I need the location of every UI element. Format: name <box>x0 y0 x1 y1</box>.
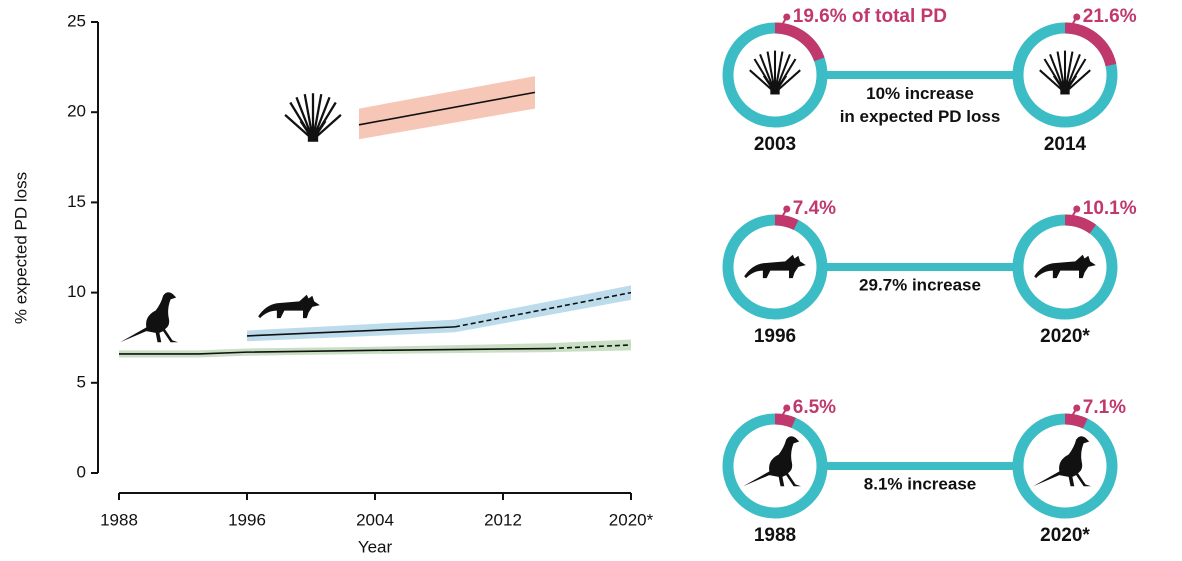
share-label: 21.6% <box>1083 6 1137 27</box>
y-tick-label: 0 <box>77 462 86 481</box>
year-label: 1988 <box>754 525 796 546</box>
share-label: 7.1% <box>1083 397 1126 418</box>
pin-dot <box>1073 205 1081 213</box>
share-label: 19.6% of total PD <box>793 6 947 27</box>
x-tick-label: 2004 <box>356 510 394 529</box>
icon-bird <box>120 292 179 343</box>
icon-palm <box>748 49 802 96</box>
y-tick-label: 20 <box>67 102 86 121</box>
share-arc <box>774 413 796 429</box>
line <box>119 347 552 355</box>
y-tick-label: 15 <box>67 192 86 211</box>
icon-bird <box>743 436 802 487</box>
change-label: in expected PD loss <box>840 107 1001 126</box>
y-tick-label: 10 <box>67 282 86 301</box>
pin-dot <box>783 205 791 213</box>
pin-dot <box>783 13 791 21</box>
year-label: 2020* <box>1040 525 1090 546</box>
share-arc <box>1064 214 1097 234</box>
share-arc <box>1064 22 1117 67</box>
y-tick-label: 5 <box>77 372 86 391</box>
share-label: 10.1% <box>1083 198 1137 219</box>
icon-fox <box>258 294 320 319</box>
pin-dot <box>1073 13 1081 21</box>
confidence-band <box>247 319 455 342</box>
icon-bird <box>1033 436 1092 487</box>
icon-fox <box>744 254 806 279</box>
x-tick-label: 1988 <box>100 510 138 529</box>
change-label: 8.1% increase <box>864 474 976 493</box>
x-tick-label: 1996 <box>228 510 266 529</box>
confidence-band <box>359 76 535 140</box>
line <box>550 344 632 350</box>
x-tick-label: 2012 <box>484 510 522 529</box>
share-label: 6.5% <box>793 397 836 418</box>
confidence-band <box>455 285 631 333</box>
share-arc <box>1064 413 1088 429</box>
y-tick-label: 25 <box>67 11 86 30</box>
icon-palm <box>1038 49 1092 96</box>
line <box>358 91 536 126</box>
share-arc <box>774 22 825 62</box>
year-label: 2014 <box>1044 134 1087 155</box>
line <box>246 326 456 337</box>
year-label: 1996 <box>754 326 796 347</box>
pin-dot <box>1073 404 1081 412</box>
line <box>454 291 632 328</box>
icon-fox <box>1034 254 1096 279</box>
year-label: 2003 <box>754 134 796 155</box>
x-axis-label: Year <box>358 537 393 556</box>
year-label: 2020* <box>1040 326 1090 347</box>
y-axis-label: % expected PD loss <box>11 172 30 324</box>
share-label: 7.4% <box>793 198 836 219</box>
icon-palm <box>283 92 343 143</box>
confidence-band <box>551 339 631 353</box>
change-label: 10% increase <box>866 84 974 103</box>
change-label: 29.7% increase <box>859 275 981 294</box>
share-arc <box>774 214 799 231</box>
pin-dot <box>783 404 791 412</box>
x-tick-label: 2020* <box>609 510 654 529</box>
